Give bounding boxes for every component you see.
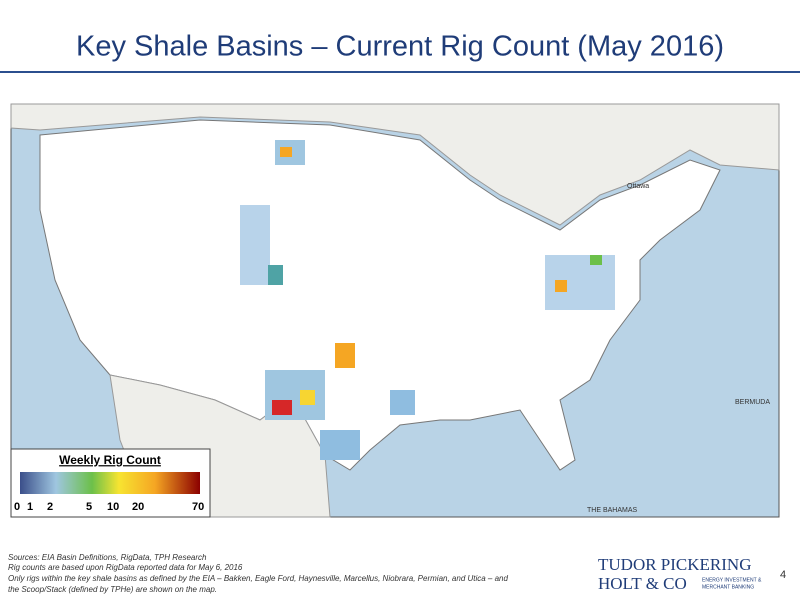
niobrara-core <box>268 265 283 285</box>
canada <box>10 103 780 226</box>
legend-ticks: 0 1 2 5 10 20 70 <box>14 501 204 513</box>
marcellus-core <box>555 280 567 292</box>
footer: Sources: EIA Basin Definitions, RigData,… <box>8 553 509 594</box>
permian-core <box>272 400 292 415</box>
page-number: 4 <box>780 569 786 581</box>
niobrara-north <box>240 205 270 285</box>
bakken-core <box>280 147 292 157</box>
legend-title: Weekly Rig Count <box>59 453 161 467</box>
map-label: Ottawa <box>627 183 649 190</box>
footer-note: Rig counts are based upon RigData report… <box>8 563 243 572</box>
legend-tick-label: 0 <box>14 501 20 513</box>
logo-tagline: MERCHANT BANKING <box>702 584 754 590</box>
legend-tick-label: 1 <box>27 501 33 513</box>
legend-gradient <box>20 472 200 494</box>
midland <box>300 390 315 405</box>
logo-tagline: ENERGY INVESTMENT & <box>702 577 762 583</box>
haynesville <box>390 390 415 415</box>
map-label: THE BAHAMAS <box>587 507 638 514</box>
footer-note: Only rigs within the key shale basins as… <box>8 574 509 583</box>
legend-tick-label: 5 <box>86 501 92 513</box>
marcellus-ne <box>590 255 602 265</box>
logo-line: HOLT & CO <box>598 574 687 593</box>
basins <box>240 140 615 460</box>
footer-note: the Scoop/Stack (defined by TPHe) are sh… <box>8 585 217 594</box>
map-label: BERMUDA <box>735 399 770 406</box>
logo-line: TUDOR PICKERING <box>598 555 751 574</box>
eagle-ford <box>320 430 360 460</box>
legend-tick-label: 20 <box>132 501 144 513</box>
map: Ottawa BERMUDA THE BAHAMAS <box>10 103 780 518</box>
scoop-stack <box>335 343 355 368</box>
logo: TUDOR PICKERING HOLT & CO ENERGY INVESTM… <box>598 555 762 593</box>
slide-title: Key Shale Basins – Current Rig Count (Ma… <box>76 31 724 63</box>
legend-tick-label: 10 <box>107 501 119 513</box>
legend: Weekly Rig Count 0 1 2 5 10 20 70 <box>10 448 211 518</box>
legend-tick-label: 2 <box>47 501 53 513</box>
footer-note: Sources: EIA Basin Definitions, RigData,… <box>8 553 207 562</box>
legend-tick-label: 70 <box>192 501 204 513</box>
